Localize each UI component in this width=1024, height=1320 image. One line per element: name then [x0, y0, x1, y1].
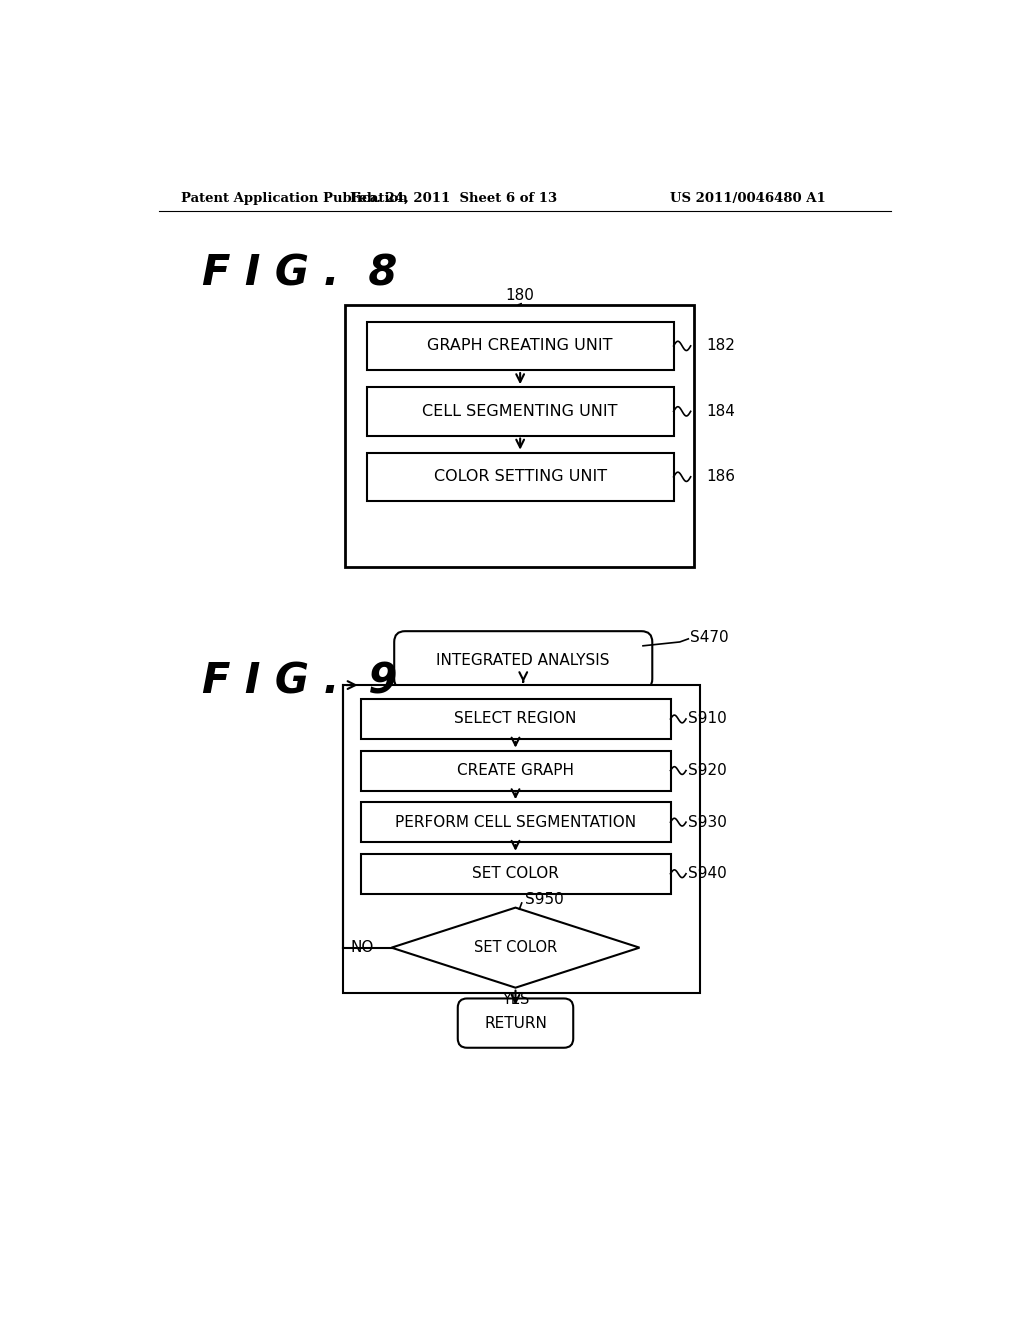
Text: S910: S910: [687, 711, 726, 726]
Text: S950: S950: [524, 892, 563, 907]
Bar: [367, 453, 674, 502]
Text: CREATE GRAPH: CREATE GRAPH: [457, 763, 574, 777]
Bar: [360, 751, 671, 791]
Text: COLOR SETTING UNIT: COLOR SETTING UNIT: [433, 470, 606, 484]
Text: 186: 186: [707, 470, 735, 484]
Text: 182: 182: [707, 338, 735, 354]
Text: Patent Application Publication: Patent Application Publication: [180, 191, 408, 205]
Text: SET COLOR: SET COLOR: [474, 940, 557, 956]
FancyBboxPatch shape: [394, 631, 652, 689]
Text: F I G .  9: F I G . 9: [202, 661, 397, 704]
Text: US 2011/0046480 A1: US 2011/0046480 A1: [671, 191, 826, 205]
Bar: [367, 387, 674, 436]
Bar: [360, 803, 671, 842]
Bar: [360, 700, 671, 739]
FancyBboxPatch shape: [458, 998, 573, 1048]
Text: Feb. 24, 2011  Sheet 6 of 13: Feb. 24, 2011 Sheet 6 of 13: [350, 191, 557, 205]
Text: 184: 184: [707, 404, 735, 418]
Text: SELECT REGION: SELECT REGION: [455, 711, 577, 726]
Text: RETURN: RETURN: [484, 1015, 547, 1031]
Text: SET COLOR: SET COLOR: [472, 866, 559, 882]
Polygon shape: [391, 908, 640, 987]
Text: CELL SEGMENTING UNIT: CELL SEGMENTING UNIT: [423, 404, 617, 418]
Text: S930: S930: [687, 814, 726, 830]
Bar: [367, 322, 674, 370]
Text: 180: 180: [505, 288, 534, 304]
Text: NO: NO: [350, 940, 374, 956]
Text: F I G .  8: F I G . 8: [202, 253, 397, 294]
Text: S470: S470: [690, 630, 728, 645]
Text: PERFORM CELL SEGMENTATION: PERFORM CELL SEGMENTATION: [395, 814, 636, 830]
Bar: [343, 685, 700, 993]
Text: S920: S920: [687, 763, 726, 777]
Text: GRAPH CREATING UNIT: GRAPH CREATING UNIT: [427, 338, 613, 354]
Bar: [360, 854, 671, 894]
Text: INTEGRATED ANALYSIS: INTEGRATED ANALYSIS: [436, 653, 610, 668]
Text: YES: YES: [502, 993, 529, 1007]
Bar: [345, 305, 693, 566]
Text: S940: S940: [687, 866, 726, 882]
